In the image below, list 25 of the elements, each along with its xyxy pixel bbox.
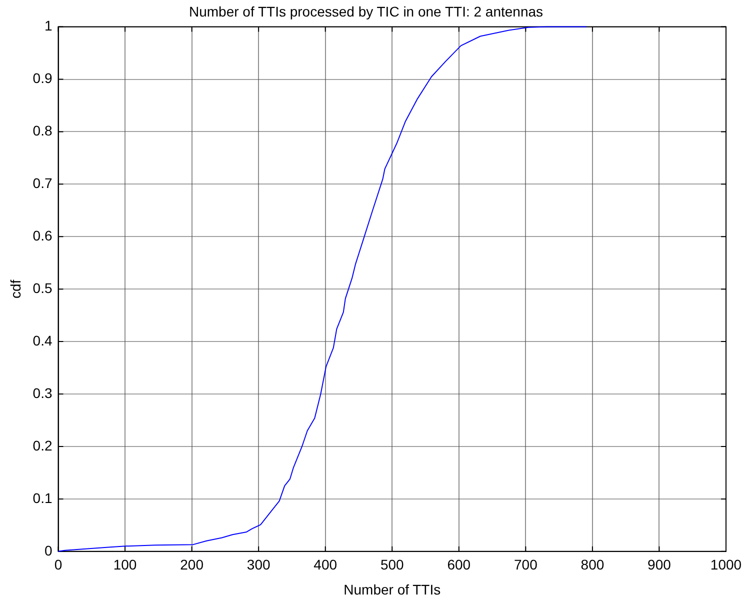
x-tick-label: 1000 xyxy=(710,556,742,573)
y-tick-label: 0.3 xyxy=(32,384,52,401)
x-tick-label: 100 xyxy=(113,556,137,573)
x-tick-label: 0 xyxy=(54,556,62,573)
y-tick-label: 0.8 xyxy=(32,122,52,139)
x-tick-label: 400 xyxy=(314,556,338,573)
x-tick-label: 300 xyxy=(246,556,270,573)
y-tick-label: 0.4 xyxy=(32,332,52,348)
y-tick-label: 0.2 xyxy=(32,437,52,454)
y-tick-label: 0.6 xyxy=(32,228,52,244)
x-tick-label: 600 xyxy=(447,556,471,573)
x-tick-label: 700 xyxy=(514,556,538,573)
y-axis-title: cdf xyxy=(7,280,24,298)
y-tick-label: 0.1 xyxy=(32,490,52,506)
x-tick-label: 200 xyxy=(180,556,204,573)
x-tick-label: 800 xyxy=(580,556,604,573)
y-tick-label: 0.9 xyxy=(32,70,52,86)
y-tick-label: 0.5 xyxy=(32,280,52,296)
chart-title: Number of TTIs processed by TIC in one TTI: 2 antennas xyxy=(188,3,544,20)
y-tick-label: 0.7 xyxy=(32,175,52,192)
x-tick-label: 500 xyxy=(380,556,404,573)
y-tick-label: 1 xyxy=(44,18,52,34)
x-axis-title: Number of TTIs xyxy=(344,581,441,598)
y-tick-label: 0 xyxy=(44,542,52,558)
x-tick-label: 900 xyxy=(648,556,672,573)
